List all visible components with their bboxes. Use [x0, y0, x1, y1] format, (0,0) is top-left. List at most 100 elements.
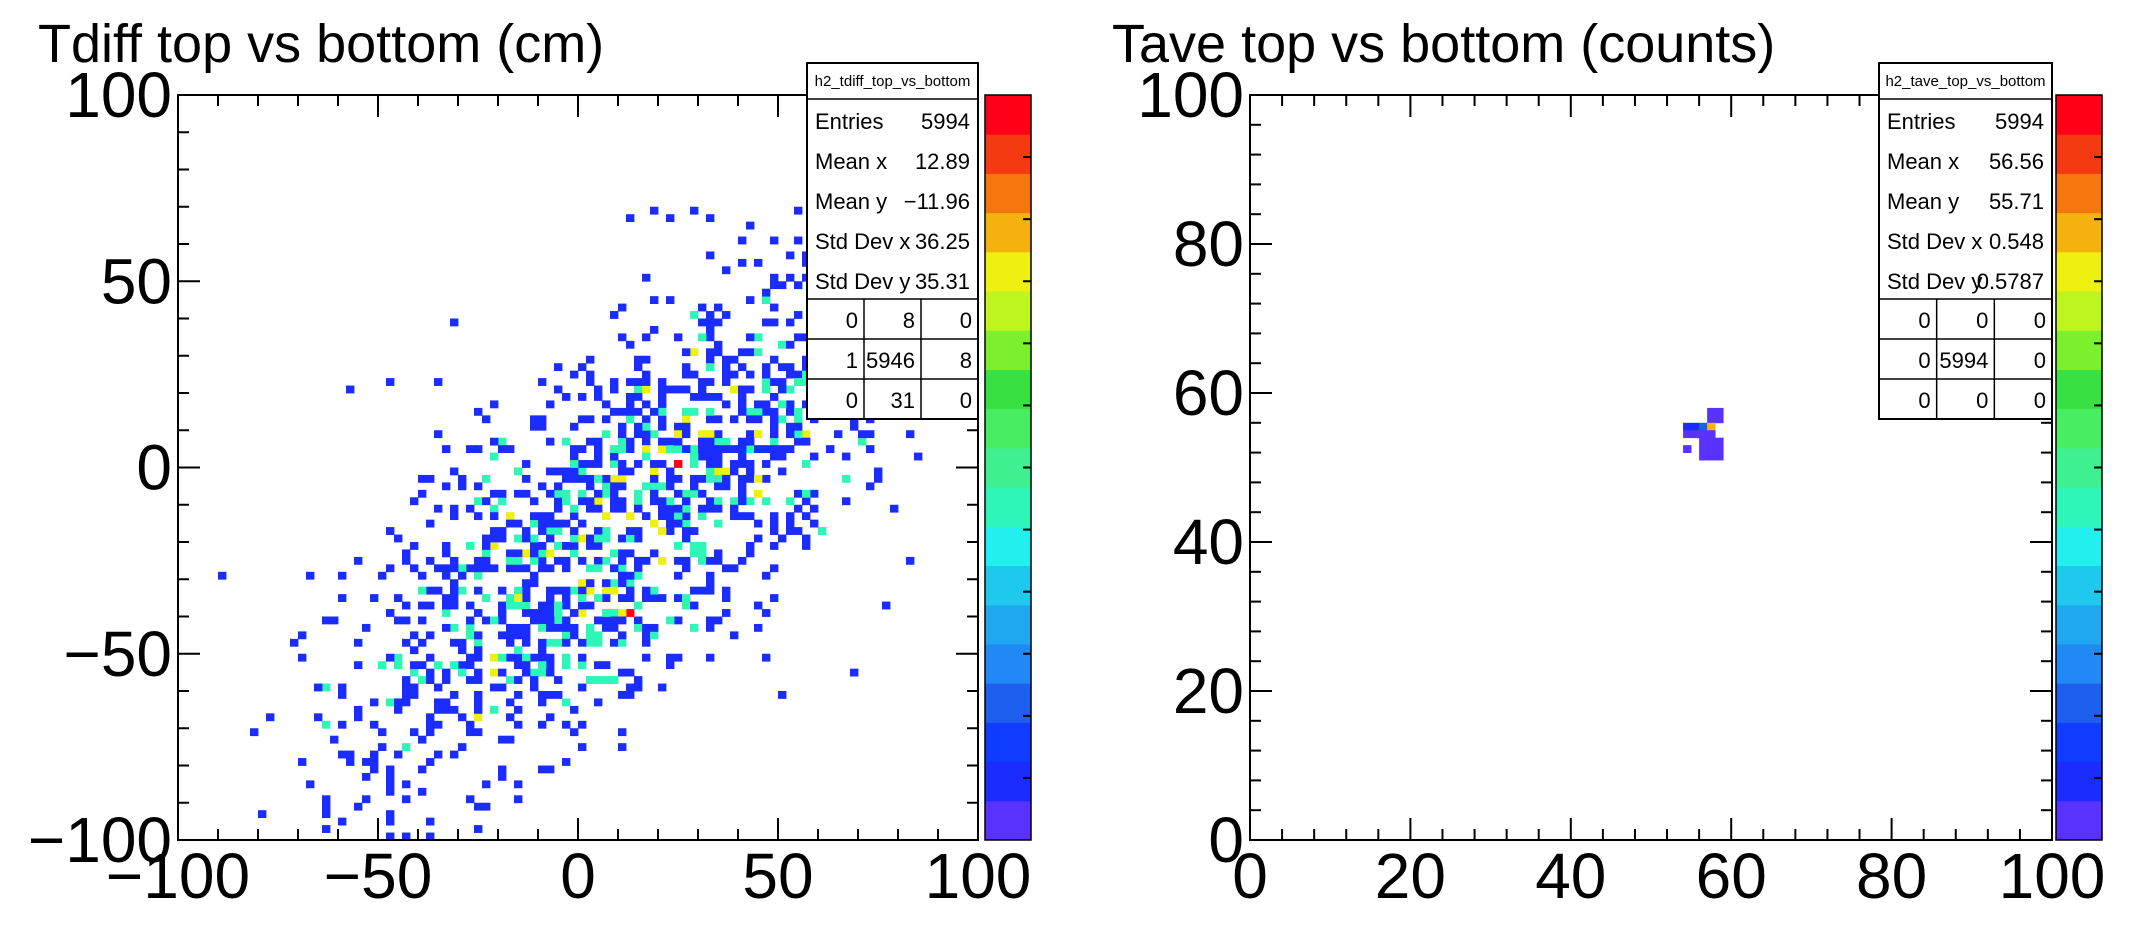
heatmap-bin: [458, 474, 467, 483]
heatmap-bin: [834, 430, 843, 439]
heatmap-bin: [522, 474, 531, 483]
heatmap-bin: [530, 653, 539, 662]
heatmap-bin: [434, 750, 443, 759]
heatmap-bin: [506, 631, 515, 640]
heatmap-bin: [362, 758, 371, 766]
heatmap-bin: [578, 519, 587, 528]
heatmap-bin: [554, 467, 563, 476]
heatmap-bin: [690, 311, 699, 319]
heatmap-bin: [706, 571, 715, 580]
heatmap-bin: [618, 534, 627, 543]
stats-box-frame: [1878, 62, 2053, 420]
heatmap-bin: [634, 378, 643, 386]
heatmap-bin: [698, 512, 707, 521]
heatmap-bin: [578, 363, 587, 372]
heatmap-bin: [450, 556, 459, 565]
heatmap-bin: [442, 623, 451, 632]
heatmap-bin: [690, 542, 699, 550]
heatmap-bin: [722, 594, 731, 602]
heatmap-bin: [442, 698, 451, 707]
heatmap-bin: [642, 631, 651, 640]
heatmap-bin: [498, 616, 507, 625]
heatmap-bin: [498, 765, 507, 774]
heatmap-bin: [394, 705, 403, 714]
heatmap-bin: [386, 817, 395, 826]
heatmap-bin: [682, 519, 691, 528]
tdiff-chart-title: Tdiff top vs bottom (cm): [38, 14, 604, 74]
heatmap-bin: [722, 400, 731, 409]
heatmap-bin: [554, 489, 563, 498]
heatmap-bin: [778, 363, 787, 372]
heatmap-bin: [738, 258, 747, 267]
heatmap-bin: [410, 631, 419, 640]
heatmap-bin: [410, 691, 419, 699]
heatmap-bin: [738, 460, 747, 468]
stats-grid-cell: 8: [903, 308, 915, 333]
heatmap-bin: [802, 460, 811, 468]
heatmap-bin: [562, 474, 571, 483]
heatmap-bin: [746, 348, 755, 357]
heatmap-bin: [682, 601, 691, 610]
heatmap-bin: [522, 534, 531, 543]
heatmap-bin: [378, 728, 387, 737]
stats-grid-cell: 0: [1918, 388, 1930, 413]
heatmap-bin: [402, 832, 411, 841]
palette-swatch: [985, 761, 1031, 802]
heatmap-bin: [610, 549, 619, 558]
heatmap-bin: [698, 303, 707, 312]
heatmap-bin: [658, 527, 667, 535]
heatmap-bin: [722, 363, 731, 372]
heatmap-bin: [682, 504, 691, 513]
heatmap-bin: [770, 564, 779, 573]
heatmap-bin: [626, 549, 635, 558]
heatmap-bin: [1715, 445, 1724, 453]
heatmap-bin: [546, 661, 555, 670]
heatmap-bin: [586, 631, 595, 640]
heatmap-bin: [386, 609, 395, 617]
palette-swatch: [985, 604, 1031, 645]
heatmap-bin: [706, 504, 715, 513]
heatmap-bin: [578, 683, 587, 692]
heatmap-bin: [714, 497, 723, 506]
heatmap-bin: [578, 556, 587, 565]
heatmap-bin: [714, 482, 723, 491]
heatmap-bin: [578, 534, 587, 543]
heatmap-bin: [474, 556, 483, 565]
palette-swatch: [2056, 408, 2102, 449]
heatmap-bin: [618, 437, 627, 446]
heatmap-bin: [770, 415, 779, 424]
heatmap-bin: [538, 720, 547, 729]
heatmap-bin: [666, 519, 675, 528]
heatmap-bin: [770, 393, 779, 401]
heatmap-bin: [1715, 437, 1724, 446]
heatmap-bin: [794, 430, 803, 439]
heatmap-bin: [602, 661, 611, 670]
stats-row-value: 5994: [1995, 109, 2044, 134]
y-tick-label: −100: [28, 804, 172, 876]
heatmap-bin: [578, 609, 587, 617]
heatmap-bin: [642, 623, 651, 632]
heatmap-bin: [538, 542, 547, 550]
stats-grid-cell: 0: [846, 308, 858, 333]
stats-grid-cell: 0: [1918, 308, 1930, 333]
heatmap-bin: [802, 497, 811, 506]
heatmap-bin: [738, 393, 747, 401]
heatmap-bin: [650, 482, 659, 491]
heatmap-bin: [762, 370, 771, 379]
heatmap-bin: [490, 683, 499, 692]
heatmap-bin: [618, 728, 627, 737]
heatmap-bin: [618, 422, 627, 431]
heatmap-bin: [338, 571, 347, 580]
heatmap-bin: [754, 333, 763, 342]
heatmap-bin: [466, 728, 475, 737]
heatmap-bin: [474, 668, 483, 677]
heatmap-bin: [746, 467, 755, 476]
heatmap-bin: [690, 527, 699, 535]
heatmap-bin: [650, 623, 659, 632]
heatmap-bin: [714, 340, 723, 349]
heatmap-bin: [514, 720, 523, 729]
heatmap-bin: [554, 586, 563, 595]
heatmap-bin: [650, 407, 659, 416]
heatmap-bin: [642, 445, 651, 453]
heatmap-bin: [498, 497, 507, 506]
